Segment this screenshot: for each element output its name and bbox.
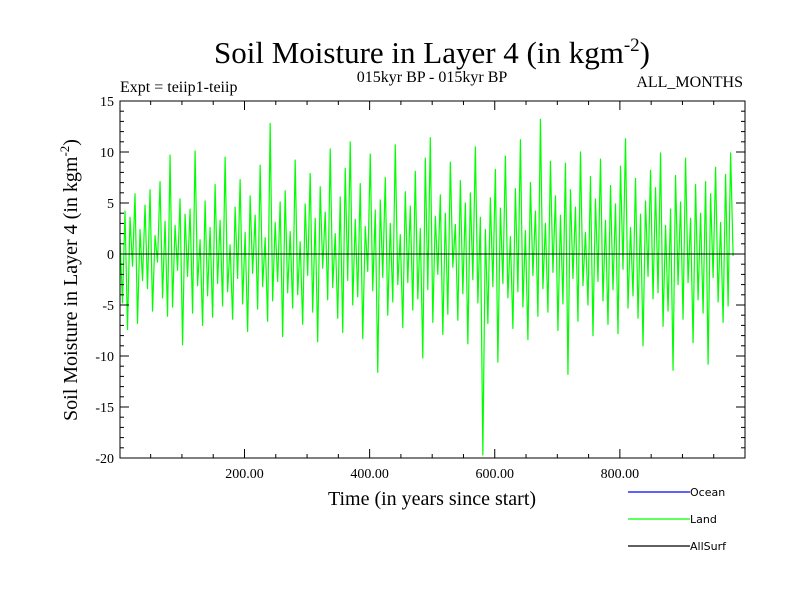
y-tick-label: 10	[100, 146, 114, 161]
chart-title: Soil Moisture in Layer 4 (in kgm-2)	[214, 35, 650, 70]
legend-label-land: Land	[690, 513, 717, 526]
y-tick-label: -20	[95, 452, 114, 467]
y-axis-title-close: )	[60, 139, 82, 146]
x-tick-label: 600.00	[475, 467, 514, 482]
x-axis-title: Time (in years since start)	[328, 488, 536, 510]
legend-label-allsurf: AllSurf	[690, 540, 727, 553]
chart-title-main: Soil Moisture in Layer 4 (in kgm	[214, 35, 624, 70]
legend-label-ocean: Ocean	[690, 486, 725, 499]
x-tick-label: 400.00	[350, 467, 389, 482]
y-tick-label: 0	[107, 248, 114, 263]
chart-title-sup: -2	[624, 35, 640, 56]
y-tick-label: -10	[95, 350, 114, 365]
y-tick-label: 5	[107, 197, 114, 212]
y-axis-title: Soil Moisture in Layer 4 (in kgm-2)	[57, 139, 82, 421]
months-label: ALL_MONTHS	[636, 74, 743, 91]
series-layer	[120, 118, 734, 456]
chart-title-close: )	[640, 35, 650, 70]
expt-label: Expt = teiip1-teiip	[120, 79, 237, 96]
x-tick-label: 200.00	[225, 467, 264, 482]
legend: Ocean Land AllSurf	[628, 486, 727, 553]
period-label: 015kyr BP - 015kyr BP	[357, 69, 508, 86]
y-axis-title-sup: -2	[57, 146, 72, 157]
x-tick-label: 800.00	[601, 467, 640, 482]
y-tick-label: -5	[102, 299, 114, 314]
y-axis: -20 -15 -10 -5 0 5 10 15	[95, 95, 745, 467]
series-line-land	[120, 118, 734, 456]
y-tick-label: -15	[95, 401, 114, 416]
x-axis: 200.00 400.00 600.00 800.00	[150, 101, 715, 482]
y-axis-title-main: Soil Moisture in Layer 4 (in kgm	[60, 156, 82, 421]
y-tick-label: 15	[100, 95, 114, 110]
